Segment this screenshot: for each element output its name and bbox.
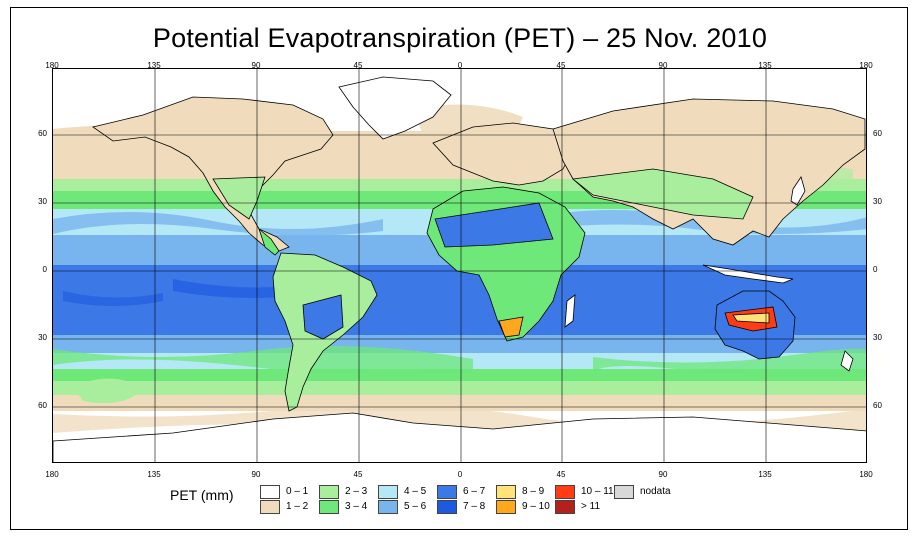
land-japan <box>790 176 806 206</box>
top-tick-label: 135 <box>758 61 772 70</box>
land-australia-warm <box>732 312 770 324</box>
left-tick-label: 0 <box>42 265 47 274</box>
top-tick-label: 45 <box>556 61 566 70</box>
map-title: Potential Evapotranspiration (PET) – 25 … <box>152 23 768 53</box>
top-tick-label: 90 <box>251 61 261 70</box>
graticule <box>53 69 866 462</box>
bottom-tick-label: 135 <box>758 470 772 479</box>
pet-patch <box>53 346 473 376</box>
land-new-zealand <box>840 350 854 372</box>
land-north-america-south <box>212 176 266 220</box>
legend-label: nodata <box>640 486 671 497</box>
bottom-tick-label: 45 <box>556 470 566 479</box>
legend-swatch <box>614 485 634 499</box>
legend-swatch <box>378 500 398 514</box>
bottom-tick-label: 135 <box>147 470 161 479</box>
right-tick-label: 60 <box>873 129 882 138</box>
land-europe <box>432 122 574 186</box>
right-tick-label: 60 <box>873 401 882 410</box>
land-greenland <box>338 76 452 140</box>
right-tick-label: 30 <box>873 197 882 206</box>
legend-swatch <box>260 485 280 499</box>
legend-label: 8 – 9 <box>522 486 545 497</box>
legend-label: 5 – 6 <box>404 501 427 512</box>
bottom-tick-label: 90 <box>251 470 261 479</box>
land-central-america <box>258 227 280 256</box>
legend-label: 0 – 1 <box>286 486 309 497</box>
top-tick-label: 180 <box>45 61 59 70</box>
legend-swatch <box>319 500 339 514</box>
pet-patch <box>53 211 383 236</box>
top-tick-label: 0 <box>457 61 463 70</box>
legend-title: PET (mm) <box>170 487 234 503</box>
land-indonesia <box>702 264 794 284</box>
legend-swatch <box>260 500 280 514</box>
legend-swatch <box>555 485 575 499</box>
legend-label: 10 – 11 <box>581 486 614 497</box>
land-south-america-interior <box>302 294 344 340</box>
left-tick-label: 30 <box>38 197 47 206</box>
pet-patch <box>593 348 866 378</box>
pet-map <box>52 68 867 463</box>
left-tick-label: 30 <box>38 333 47 342</box>
land-asia-south <box>572 168 754 220</box>
legend-swatch <box>437 500 457 514</box>
top-tick-label: 135 <box>147 61 161 70</box>
bottom-tick-label: 180 <box>45 470 59 479</box>
legend-label: 4 – 5 <box>404 486 427 497</box>
legend-swatch <box>437 485 457 499</box>
land-north-america <box>92 96 334 252</box>
pet-patch <box>523 210 866 234</box>
legend-label: 1 – 2 <box>286 501 309 512</box>
legend-label: 7 – 8 <box>463 501 486 512</box>
legend-swatch <box>319 485 339 499</box>
pet-map-svg <box>53 69 866 462</box>
land-asia <box>552 98 866 246</box>
legend-label: 3 – 4 <box>345 501 368 512</box>
legend-swatch <box>496 485 516 499</box>
legend-swatch <box>378 485 398 499</box>
figure-frame <box>10 7 908 530</box>
bottom-tick-label: 45 <box>353 470 363 479</box>
legend-label: 9 – 10 <box>522 501 550 512</box>
land-africa-kalahari <box>498 316 524 338</box>
pet-patch <box>73 378 143 404</box>
right-tick-label: 0 <box>873 265 878 274</box>
legend-label: 6 – 7 <box>463 486 486 497</box>
bottom-tick-label: 90 <box>658 470 668 479</box>
top-tick-label: 45 <box>353 61 363 70</box>
right-tick-label: 30 <box>873 333 882 342</box>
coastlines <box>53 76 866 462</box>
top-tick-label: 90 <box>658 61 668 70</box>
legend-label: 2 – 3 <box>345 486 368 497</box>
land-africa-sahara <box>434 202 554 248</box>
land-madagascar <box>564 294 576 328</box>
bottom-tick-label: 0 <box>457 470 463 479</box>
left-tick-label: 60 <box>38 401 47 410</box>
left-tick-label: 60 <box>38 129 47 138</box>
pet-patch <box>63 291 163 306</box>
legend-swatch <box>496 500 516 514</box>
legend-label: > 11 <box>581 501 600 512</box>
land-antarctica <box>53 412 866 462</box>
top-tick-label: 180 <box>859 61 873 70</box>
legend-swatch <box>555 500 575 514</box>
bottom-tick-label: 180 <box>859 470 873 479</box>
